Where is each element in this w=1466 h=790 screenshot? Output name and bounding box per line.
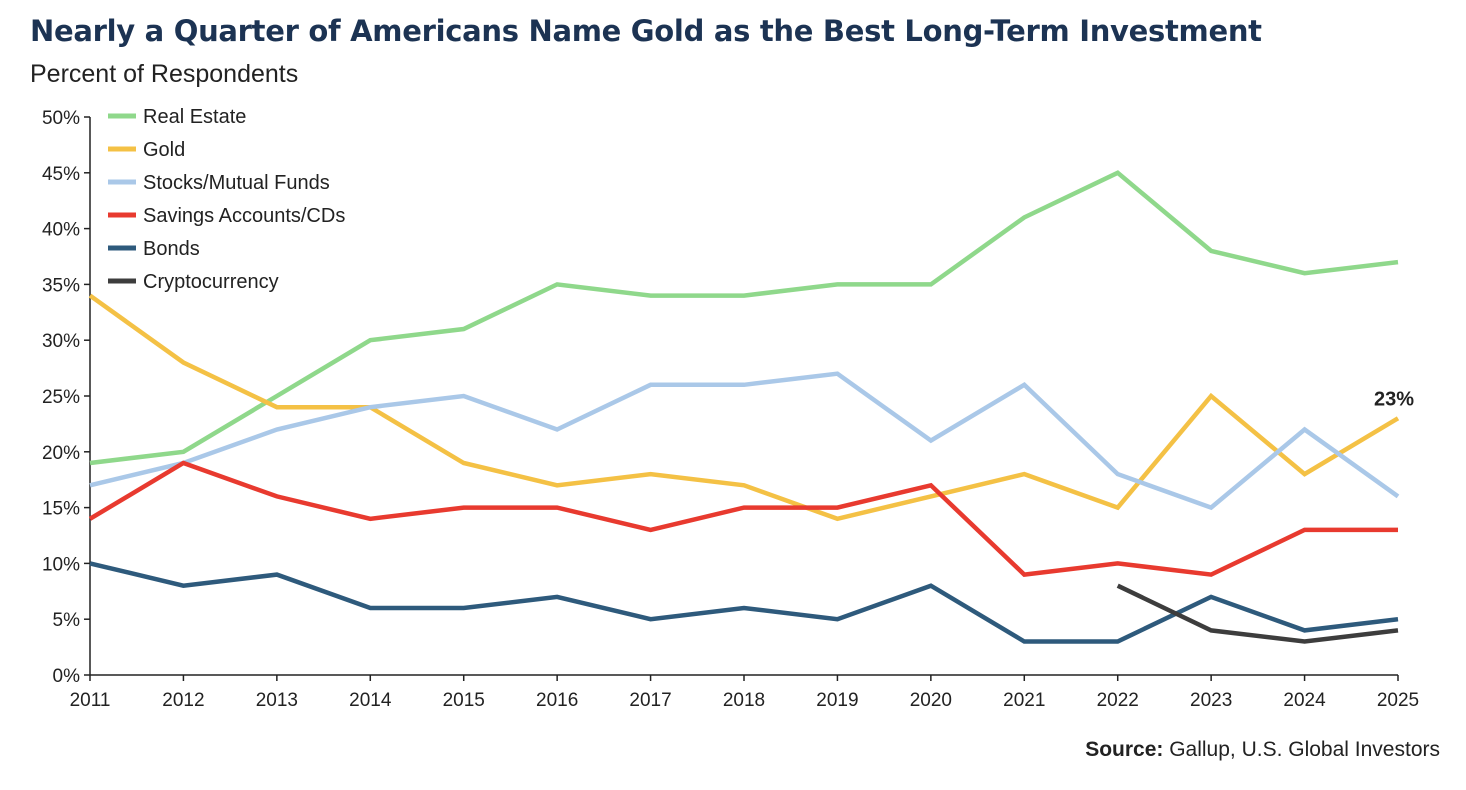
y-tick-label: 50% bbox=[42, 108, 80, 129]
legend-label-stocks-mutual-funds: Stocks/Mutual Funds bbox=[143, 172, 330, 194]
series-line-bonds bbox=[89, 561, 1399, 644]
data-labels: 23% bbox=[1374, 388, 1414, 410]
series-line-stocks-mutual-funds bbox=[89, 371, 1400, 511]
legend-label-cryptocurrency: Cryptocurrency bbox=[143, 271, 279, 293]
series-line-real-estate bbox=[89, 170, 1399, 466]
y-tick-label: 20% bbox=[42, 443, 80, 464]
axes: 0% 5% 10% 15% 20% 25% 30% 35% 40% 45% 50% 2011 2012 2… bbox=[42, 108, 1419, 711]
x-tick-label: 2019 bbox=[816, 690, 858, 711]
data-label-gold: 23% bbox=[1374, 388, 1414, 410]
y-tick-label: 5% bbox=[53, 610, 81, 631]
y-tick-label: 0% bbox=[53, 666, 81, 687]
x-tick-label: 2012 bbox=[162, 690, 204, 711]
y-tick-label: 10% bbox=[42, 554, 80, 575]
x-tick-label: 2025 bbox=[1377, 690, 1419, 711]
y-tick-label: 35% bbox=[42, 275, 80, 296]
x-tick-label: 2011 bbox=[70, 690, 111, 711]
legend-label-gold: Gold bbox=[143, 139, 185, 161]
y-tick-label: 30% bbox=[42, 331, 80, 352]
x-tick-label: 2016 bbox=[536, 690, 578, 711]
y-tick-label: 45% bbox=[42, 164, 80, 185]
x-tick-label: 2022 bbox=[1097, 690, 1139, 711]
chart-subtitle: Percent of Respondents bbox=[30, 60, 299, 88]
legend-label-real-estate: Real Estate bbox=[143, 106, 246, 128]
y-tick-label: 15% bbox=[42, 499, 80, 520]
x-tick-label: 2014 bbox=[349, 690, 392, 711]
x-tick-label: 2024 bbox=[1283, 690, 1326, 711]
source-label: Source: bbox=[1085, 738, 1164, 761]
source-note: Source: Gallup, U.S. Global Investors bbox=[1085, 738, 1440, 762]
series-lines bbox=[88, 170, 1400, 644]
source-text: Gallup, U.S. Global Investors bbox=[1163, 738, 1440, 761]
y-tick-label: 40% bbox=[42, 220, 80, 241]
x-tick-label: 2013 bbox=[256, 690, 298, 711]
y-tick-label: 25% bbox=[42, 387, 80, 408]
x-tick-label: 2015 bbox=[443, 690, 485, 711]
x-tick-label: 2020 bbox=[910, 690, 952, 711]
x-tick-label: 2021 bbox=[1003, 690, 1045, 711]
series-line-gold bbox=[88, 293, 1400, 522]
legend-label-bonds: Bonds bbox=[143, 238, 200, 260]
chart-title: Nearly a Quarter of Americans Name Gold … bbox=[30, 14, 1262, 48]
series-line-savings-accounts-cds bbox=[88, 460, 1398, 577]
legend: Real Estate Gold Stocks/Mutual Funds Saving… bbox=[108, 106, 345, 293]
series-line-cryptocurrency bbox=[1116, 583, 1399, 644]
legend-label-savings-accounts-cds: Savings Accounts/CDs bbox=[143, 205, 345, 227]
x-tick-label: 2017 bbox=[629, 690, 671, 711]
x-tick-label: 2018 bbox=[723, 690, 765, 711]
x-tick-label: 2023 bbox=[1190, 690, 1232, 711]
